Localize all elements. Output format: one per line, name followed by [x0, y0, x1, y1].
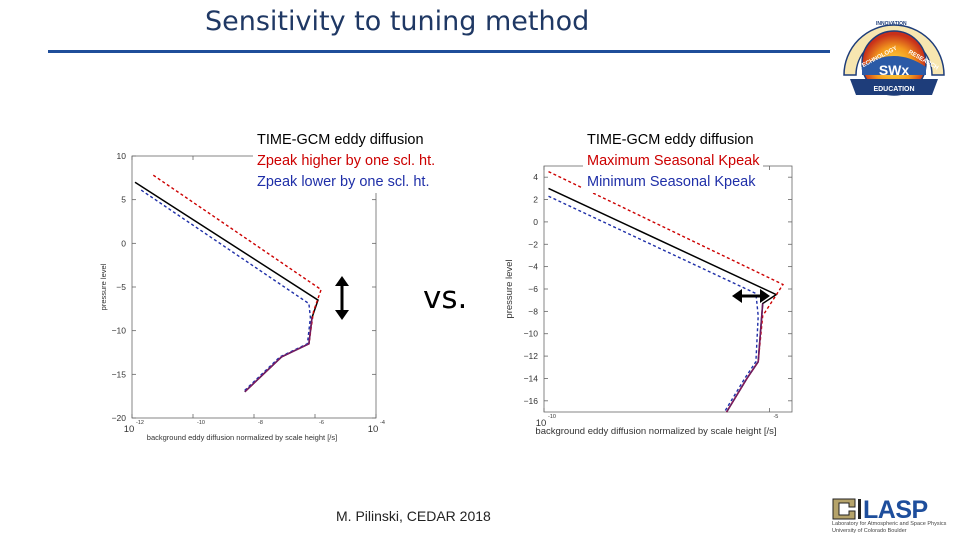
series-line-2 [152, 174, 322, 393]
swx-logo-ring-word-3: INNOVATION [876, 21, 907, 27]
series-line-3 [140, 189, 312, 393]
vertical-double-arrow-icon [335, 276, 349, 320]
lasp-wordmark: LASP [863, 496, 928, 524]
x-axis-label: background eddy diffusion normalized by … [147, 433, 337, 442]
x-tick-label-exponent: -12 [136, 420, 144, 426]
y-tick-label: 0 [533, 217, 538, 227]
right-plot: 4 2 0 −2 −4 −6 −8 −10 −12 −14 −16 10-10 -5 background… [504, 165, 793, 437]
series-overlap-line [244, 317, 313, 393]
y-tick-label: −10 [112, 326, 127, 336]
x-tick-label-base: 10 [124, 424, 135, 435]
footer-credit: M. Pilinski, CEDAR 2018 [336, 508, 491, 524]
y-tick-label: 5 [121, 195, 126, 205]
right-legend-entry-3: Minimum Seasonal Kpeak [587, 174, 756, 190]
y-tick-label: 4 [533, 172, 538, 182]
y-tick-label: 2 [533, 195, 538, 205]
y-tick-label: −4 [528, 262, 538, 272]
left-legend-entry-1: TIME-GCM eddy diffusion [257, 132, 424, 148]
y-tick-label: −15 [112, 369, 127, 379]
y-tick-label: −5 [116, 282, 126, 292]
cu-lasp-logo [832, 498, 861, 520]
y-axis-label: pressure level [504, 259, 515, 318]
right-legend-entry-2: Maximum Seasonal Kpeak [587, 153, 760, 169]
y-tick-label: −16 [524, 396, 539, 406]
right-plot-content: 4 2 0 −2 −4 −6 −8 −10 −12 −14 −16 10-10 -5 background… [504, 165, 793, 437]
right-legend: TIME-GCM eddy diffusion Maximum Seasonal… [583, 130, 764, 193]
x-axis-label: background eddy diffusion normalized by … [535, 426, 776, 437]
vs-label: vs. [423, 280, 468, 316]
y-tick-label: −14 [524, 373, 539, 383]
series-overlap-line [725, 303, 764, 413]
series-line-3 [548, 195, 759, 413]
x-tick-label-exponent: -8 [258, 420, 263, 426]
x-tick-label-base: 10 [368, 424, 379, 435]
title-rule [48, 50, 830, 53]
y-tick-label: −2 [528, 239, 538, 249]
y-tick-label: −20 [112, 413, 127, 423]
left-legend-entry-2: Zpeak higher by one scl. ht. [257, 153, 436, 169]
right-legend-entry-1: TIME-GCM eddy diffusion [587, 132, 754, 148]
lasp-subtitle: Laboratory for Atmospheric and Space Phy… [832, 521, 960, 535]
lasp-subtitle-line-2: University of Colorado Boulder [832, 528, 907, 534]
left-legend: TIME-GCM eddy diffusion Zpeak higher by … [253, 130, 440, 193]
y-tick-label: −10 [524, 329, 539, 339]
x-tick-label-base: 10 [536, 418, 547, 429]
x-tick-label-exponent: -6 [319, 420, 324, 426]
horizontal-double-arrow-icon [732, 289, 770, 303]
lasp-subtitle-line-1: Laboratory for Atmospheric and Space Phy… [832, 521, 947, 527]
swx-logo-bottom-text: EDUCATION [873, 86, 914, 93]
swx-logo: SWx EDUCATION TECHNOLOGY RESEARCH INNOVA… [843, 21, 945, 96]
x-tick-label-exponent: -10 [548, 414, 556, 420]
x-tick-label-exponent: -10 [197, 420, 205, 426]
y-tick-label: 0 [121, 238, 126, 248]
x-tick-label-exponent: -5 [773, 414, 778, 420]
series-line-1 [134, 181, 319, 393]
left-legend-entry-3: Zpeak lower by one scl. ht. [257, 174, 430, 190]
y-tick-label: −8 [528, 306, 538, 316]
y-tick-label: −12 [524, 351, 539, 361]
x-tick-label-exponent: -4 [380, 420, 385, 426]
y-axis-label: pressure level [99, 263, 108, 310]
y-tick-label: 10 [117, 151, 127, 161]
slide-title: Sensitivity to tuning method [205, 6, 590, 37]
swx-logo-center-text: SWx [879, 62, 910, 78]
y-tick-label: −6 [528, 284, 538, 294]
